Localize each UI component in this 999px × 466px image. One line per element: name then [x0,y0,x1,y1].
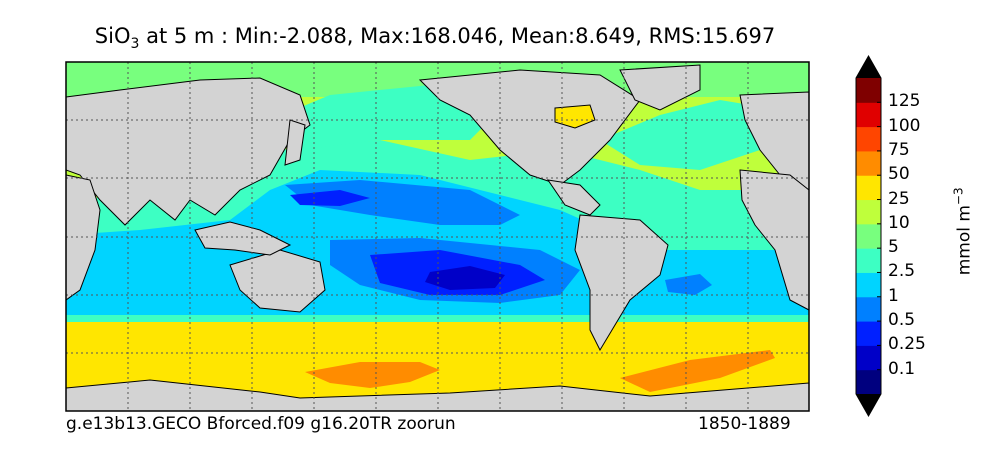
colorbar-over-arrow [856,56,881,78]
land-central-america [546,179,601,216]
land-south-america [574,214,669,352]
colorbar-frame [855,54,882,418]
colorbar-tick-label: 0.25 [888,334,926,355]
colorbar-segment [856,272,881,298]
orange-patch-east [620,350,775,392]
colorbar-tick-label: 25 [888,188,910,209]
colorbar-segment [856,296,881,322]
run-name-label: g.e13b13.GECO Bforced.f09 g16.20TR zooru… [66,414,456,434]
colorbar-segment [856,126,881,152]
colorbar-segment [856,78,881,103]
land-australia [229,249,326,313]
colorbar-tick-label: 5 [888,237,899,258]
land-greenland [619,64,701,111]
colorbar-units-label: mmol m−3 [951,187,975,276]
land-africa-west [739,169,809,311]
colorbar-tick-label: 1 [888,285,899,306]
colorbar-segment [856,248,881,273]
blue-region-north [290,190,370,206]
colorbar-tick-label: 100 [888,115,921,136]
colorbar-segment [856,369,881,395]
colorbar-tick-label: 75 [888,139,910,160]
colorbar-under-arrow [856,394,881,416]
colorbar-segment [856,345,881,371]
land-japan [284,119,306,166]
atlantic-blue-patch [665,274,712,295]
north-atlantic-teal [600,100,780,170]
colorbar-segment [856,199,881,225]
orange-patch-west [305,362,440,388]
map-title: SiO3 at 5 m : Min:-2.088, Max:168.046, M… [94,24,776,53]
gridlines [66,62,809,411]
land-maritime-asia [194,221,292,256]
years-label: 1850-1889 [698,414,791,434]
colorbar-tick-label: 0.5 [888,310,916,331]
colorbar-tick-label: 0.1 [888,358,916,379]
map-frame [65,61,810,412]
colorbar-segment [856,321,881,346]
land-north-america [418,69,641,186]
colorbar-segment [856,175,881,201]
colorbar-tick-label: 50 [888,164,910,185]
colorbar-segment [856,223,881,249]
colorbar-tick-label: 10 [888,212,910,233]
land-eurasia [66,77,311,226]
land-hudson-island [554,104,596,129]
colorbar-tick-label: 2.5 [888,261,916,282]
colorbar-segment [856,102,881,128]
darkest-blue-region [425,266,505,290]
colorbar-segment [856,150,881,176]
colorbar-tick-label: 125 [888,91,921,112]
